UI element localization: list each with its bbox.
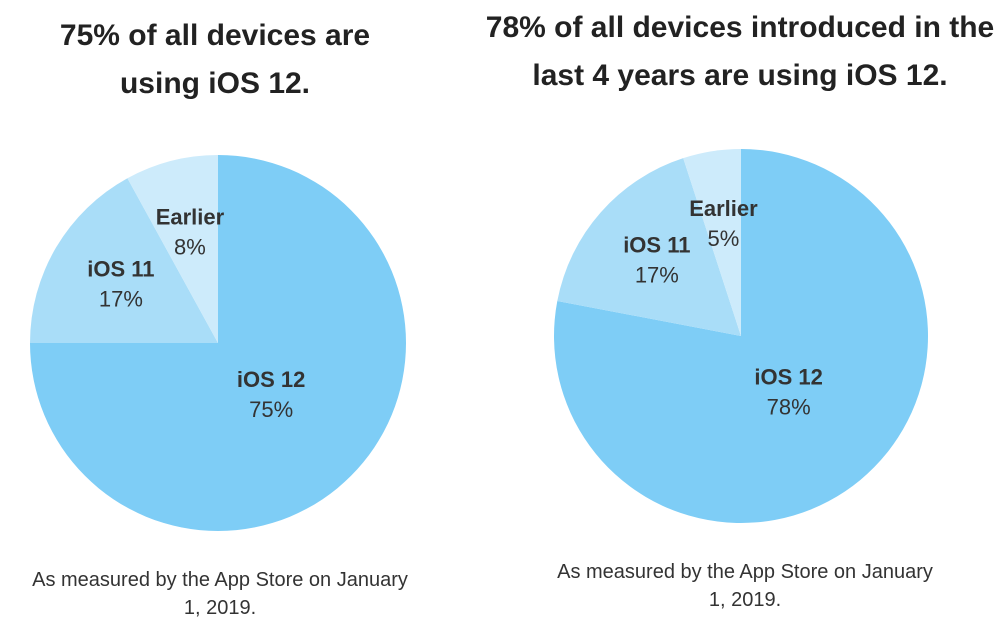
pie-slice bbox=[127, 155, 218, 343]
slice-value: 75% bbox=[249, 397, 293, 422]
chart-title: 78% of all devices introduced in the las… bbox=[485, 11, 995, 92]
slice-label: iOS 11 bbox=[87, 256, 154, 281]
slice-label: iOS 12 bbox=[754, 364, 822, 389]
slice-value: 5% bbox=[708, 226, 740, 251]
slice-label: Earlier bbox=[689, 196, 758, 221]
footnote: As measured by the App Store on January … bbox=[32, 569, 408, 619]
slice-label: iOS 12 bbox=[237, 367, 305, 392]
footnote: As measured by the App Store on January … bbox=[557, 561, 933, 611]
pie-slice bbox=[557, 158, 741, 336]
slice-value: 8% bbox=[174, 235, 206, 260]
chart-title: 75% of all devices are using iOS 12. bbox=[59, 19, 371, 100]
slice-label: Earlier bbox=[156, 205, 225, 230]
slice-label: iOS 11 bbox=[623, 233, 690, 258]
pie-slice bbox=[30, 178, 218, 343]
slice-value: 17% bbox=[635, 263, 679, 288]
pie-slice bbox=[683, 149, 741, 336]
slice-value: 17% bbox=[99, 286, 143, 311]
slice-value: 78% bbox=[767, 394, 811, 419]
